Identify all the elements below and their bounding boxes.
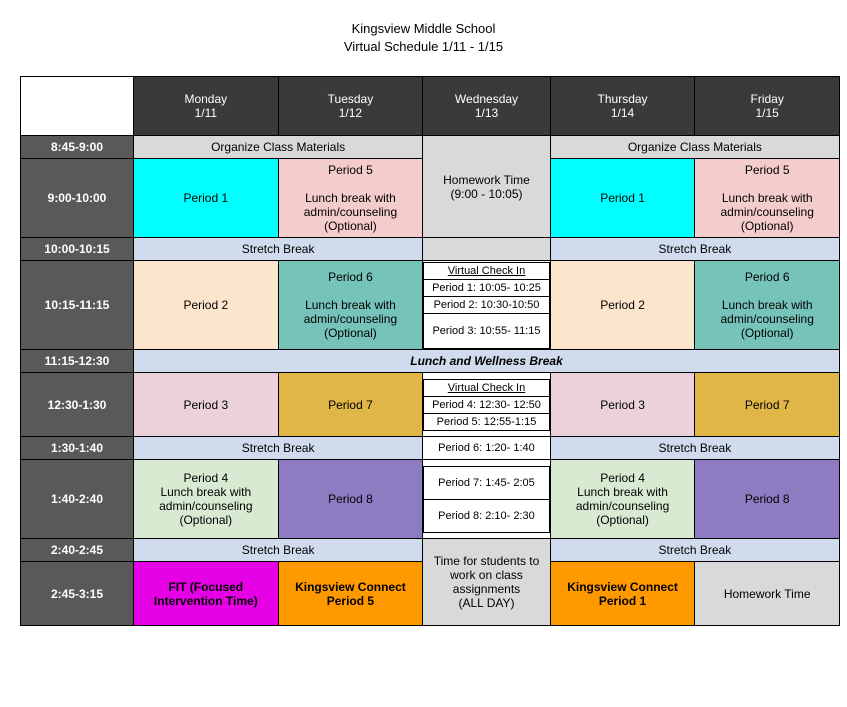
title-line1: Kingsview Middle School: [20, 20, 827, 38]
fri-p8: Period 8: [695, 460, 840, 539]
time-1230: 12:30-1:30: [21, 373, 134, 437]
thu-p3: Period 3: [550, 373, 695, 437]
mon-p3: Period 3: [134, 373, 279, 437]
time-245: 2:45-3:15: [21, 562, 134, 626]
fri-p5: Period 5Lunch break with admin/counselin…: [695, 159, 840, 238]
checkin-p7: Period 7: 1:45- 2:05: [424, 466, 549, 499]
time-130: 1:30-1:40: [21, 437, 134, 460]
thu-p2: Period 2: [550, 261, 695, 350]
checkin-p2: Period 2: 10:30-10:50: [424, 296, 549, 313]
stretch-3: Stretch Break: [134, 539, 423, 562]
day-header-tue: Tuesday1/12: [278, 77, 423, 136]
time-1115: 11:15-12:30: [21, 350, 134, 373]
mon-p2: Period 2: [134, 261, 279, 350]
time-240: 2:40-2:45: [21, 539, 134, 562]
checkin-p3: Period 3: 10:55- 11:15: [424, 313, 549, 348]
wed-checkin-am: Virtual Check In Period 1: 10:05- 10:25 …: [423, 261, 550, 350]
fri-p6: Period 6Lunch break with admin/counselin…: [695, 261, 840, 350]
mon-p1: Period 1: [134, 159, 279, 238]
schedule-title: Kingsview Middle School Virtual Schedule…: [20, 20, 827, 56]
time-845: 8:45-9:00: [21, 136, 134, 159]
tue-p7: Period 7: [278, 373, 423, 437]
fri-hw: Homework Time: [695, 562, 840, 626]
organize-mt: Organize Class Materials: [134, 136, 423, 159]
tue-kc5: Kingsview Connect Period 5: [278, 562, 423, 626]
stretch-2b: Stretch Break: [550, 437, 839, 460]
wed-checkin-pm: Virtual Check In Period 4: 12:30- 12:50 …: [423, 373, 550, 437]
checkin-p4: Period 4: 12:30- 12:50: [424, 396, 549, 413]
day-header-wed: Wednesday1/13: [423, 77, 550, 136]
checkin-p8: Period 8: 2:10- 2:30: [424, 499, 549, 532]
empty-corner: [21, 77, 134, 136]
mon-p4: Period 4Lunch break with admin/counselin…: [134, 460, 279, 539]
fri-p7: Period 7: [695, 373, 840, 437]
checkin-hdr-am: Virtual Check In: [424, 262, 549, 279]
stretch-2: Stretch Break: [134, 437, 423, 460]
time-140: 1:40-2:40: [21, 460, 134, 539]
tue-p6: Period 6Lunch break with admin/counselin…: [278, 261, 423, 350]
mon-fit: FIT (Focused Intervention Time): [134, 562, 279, 626]
schedule-table: Monday1/11 Tuesday1/12 Wednesday1/13 Thu…: [20, 76, 840, 626]
stretch-3b: Stretch Break: [550, 539, 839, 562]
day-header-mon: Monday1/11: [134, 77, 279, 136]
day-header-fri: Friday1/15: [695, 77, 840, 136]
organize-thf: Organize Class Materials: [550, 136, 839, 159]
thu-kc1: Kingsview Connect Period 1: [550, 562, 695, 626]
time-1015: 10:15-11:15: [21, 261, 134, 350]
title-line2: Virtual Schedule 1/11 - 1/15: [20, 38, 827, 56]
lunch-break: Lunch and Wellness Break: [134, 350, 840, 373]
checkin-p1: Period 1: 10:05- 10:25: [424, 279, 549, 296]
tue-p5: Period 5Lunch break with admin/counselin…: [278, 159, 423, 238]
checkin-hdr-pm: Virtual Check In: [424, 379, 549, 396]
stretch-1b: Stretch Break: [550, 238, 839, 261]
day-header-thu: Thursday1/14: [550, 77, 695, 136]
wed-p6time: Period 6: 1:20- 1:40: [423, 437, 550, 460]
wed-p78: Period 7: 1:45- 2:05 Period 8: 2:10- 2:3…: [423, 460, 550, 539]
wed-hw-block: Homework Time(9:00 - 10:05): [423, 136, 550, 238]
wed-gap1: [423, 238, 550, 261]
thu-p4: Period 4Lunch break with admin/counselin…: [550, 460, 695, 539]
tue-p8: Period 8: [278, 460, 423, 539]
checkin-p5: Period 5: 12:55-1:15: [424, 413, 549, 430]
wed-allday: Time for students to work on class assig…: [423, 539, 550, 626]
thu-p1: Period 1: [550, 159, 695, 238]
time-900: 9:00-10:00: [21, 159, 134, 238]
stretch-1: Stretch Break: [134, 238, 423, 261]
time-1000: 10:00-10:15: [21, 238, 134, 261]
